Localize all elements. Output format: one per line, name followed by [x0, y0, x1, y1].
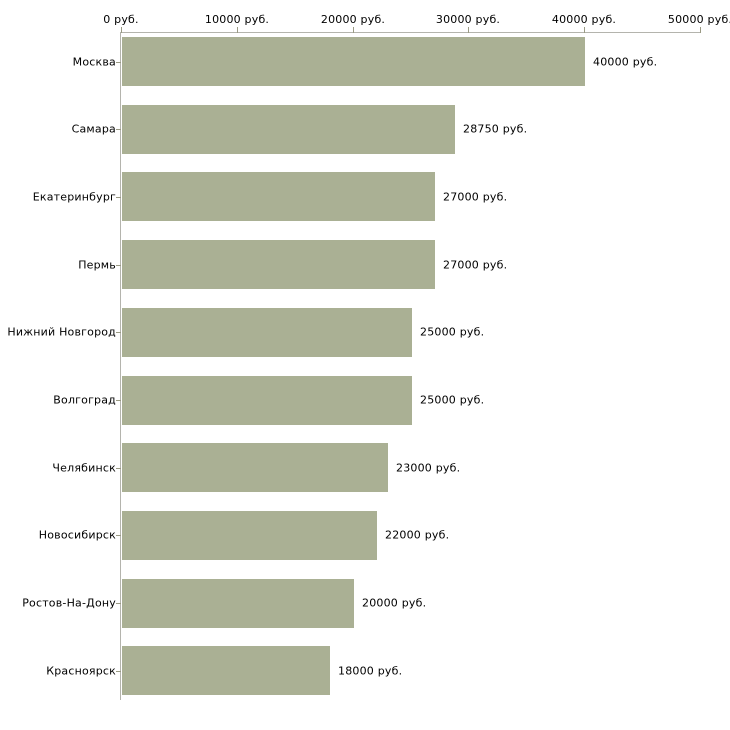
category-label: Самара: [71, 122, 116, 136]
bar[interactable]: [122, 579, 354, 628]
category-label: Екатеринбург: [32, 190, 116, 204]
y-axis-tick: [116, 62, 121, 63]
bar[interactable]: [122, 240, 435, 289]
bar-value-label: 27000 руб.: [443, 190, 508, 204]
category-label: Новосибирск: [38, 528, 116, 542]
x-axis-tick-label: 50000 руб.: [667, 13, 730, 26]
x-axis-tick: [237, 27, 238, 33]
bar-value-label: 20000 руб.: [362, 596, 427, 610]
y-axis-tick: [116, 535, 121, 536]
bar-value-label: 27000 руб.: [443, 258, 508, 272]
x-axis-line: [121, 32, 701, 33]
category-label: Пермь: [78, 258, 116, 272]
y-axis-tick: [116, 468, 121, 469]
y-axis-tick: [116, 197, 121, 198]
bar[interactable]: [122, 308, 412, 357]
x-axis-tick-label: 20000 руб.: [320, 13, 386, 26]
y-axis-tick: [116, 400, 121, 401]
bar-value-label: 18000 руб.: [338, 664, 403, 678]
bar-value-label: 22000 руб.: [385, 528, 450, 542]
x-axis-tick: [700, 27, 701, 33]
bar[interactable]: [122, 443, 388, 492]
y-axis-tick: [116, 671, 121, 672]
x-axis-tick-label: 10000 руб.: [204, 13, 270, 26]
category-label: Красноярск: [46, 664, 116, 678]
bar-value-label: 25000 руб.: [420, 325, 485, 339]
bar[interactable]: [122, 105, 455, 154]
y-axis-tick: [116, 265, 121, 266]
y-axis-tick: [116, 332, 121, 333]
bar-value-label: 40000 руб.: [593, 55, 658, 69]
bar-value-label: 25000 руб.: [420, 393, 485, 407]
category-label: Волгоград: [53, 393, 116, 407]
x-axis-tick-label: 30000 руб.: [435, 13, 501, 26]
x-axis-tick: [121, 27, 122, 33]
x-axis-tick: [353, 27, 354, 33]
y-axis-tick: [116, 603, 121, 604]
bar[interactable]: [122, 37, 585, 86]
category-label: Челябинск: [52, 461, 116, 475]
category-label: Нижний Новгород: [7, 325, 116, 339]
bar[interactable]: [122, 172, 435, 221]
bar[interactable]: [122, 646, 330, 695]
x-axis-tick: [584, 27, 585, 33]
bar[interactable]: [122, 511, 377, 560]
category-label: Москва: [72, 55, 116, 69]
x-axis-tick-label: 0 руб.: [103, 13, 139, 26]
bar[interactable]: [122, 376, 412, 425]
x-axis-tick-label: 40000 руб.: [551, 13, 617, 26]
y-axis-line: [120, 32, 121, 700]
bar-value-label: 28750 руб.: [463, 122, 528, 136]
y-axis-tick: [116, 129, 121, 130]
x-axis-tick: [468, 27, 469, 33]
category-label: Ростов-На-Дону: [22, 596, 116, 610]
bar-value-label: 23000 руб.: [396, 461, 461, 475]
